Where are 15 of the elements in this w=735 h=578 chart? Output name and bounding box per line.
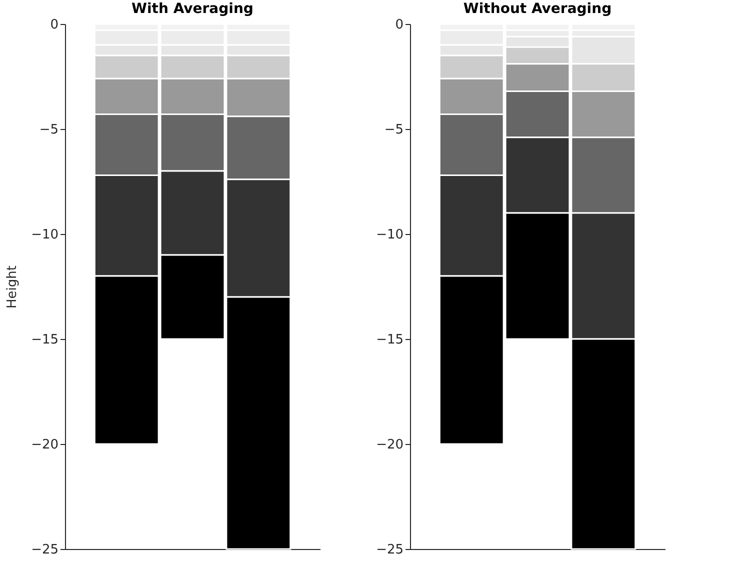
y-tick-label: 0 [50, 18, 58, 32]
y-tick-label: −10 [31, 228, 58, 242]
y-tick-label: −10 [376, 228, 404, 242]
chart-title: Without Averaging [463, 1, 612, 17]
y-tick-label: −20 [31, 438, 58, 452]
y-tick-label: −5 [39, 122, 58, 138]
y-tick-label: −25 [376, 542, 404, 558]
y-axis-title: Height [5, 266, 20, 308]
y-tick-label: −5 [384, 122, 404, 138]
y-tick-label: −15 [31, 332, 58, 348]
chart-title: With Averaging [132, 1, 254, 17]
y-tick-label: 0 [395, 18, 404, 32]
y-tick-label: −15 [376, 332, 404, 348]
y-tick-label: −25 [31, 542, 58, 558]
y-tick-label: −20 [376, 438, 404, 452]
